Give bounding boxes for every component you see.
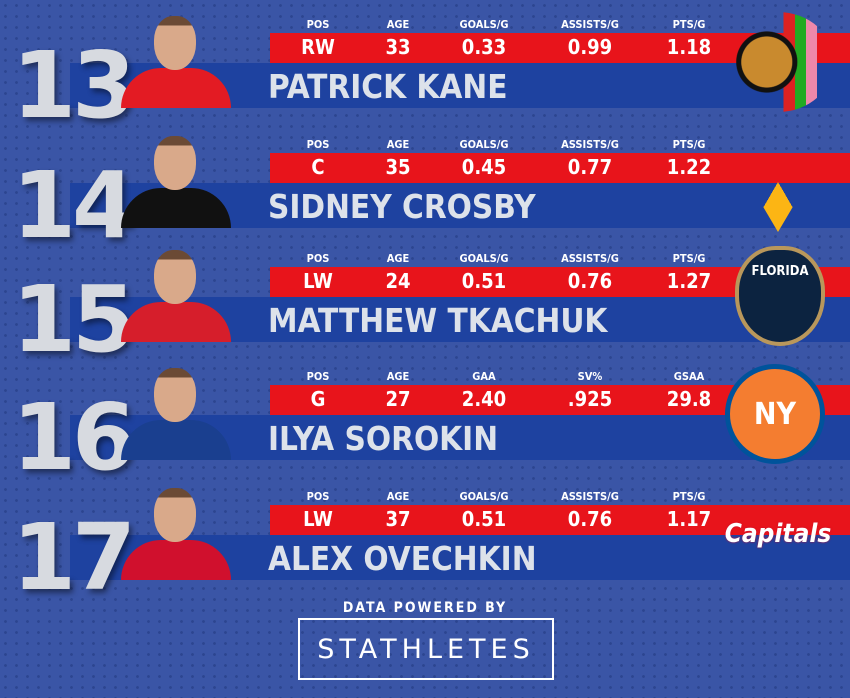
new-york-islanders-logo-icon: NY (725, 364, 825, 464)
stat-value: RW (301, 35, 335, 59)
stat-value: 0.33 (461, 35, 507, 59)
stat-header: GOALS/G (459, 138, 509, 151)
player-photo (117, 482, 235, 580)
logo-text: NY (753, 396, 797, 432)
player-row: 15 POS AGE GOALS/G ASSISTS/G PTS/G LW 24 0.51 0.… (0, 244, 850, 373)
stat-value: 1.22 (666, 155, 712, 179)
stat-header: AGE (386, 18, 410, 31)
stat-value: C (311, 155, 325, 179)
stathletes-logo: STATHLETES (298, 618, 554, 680)
stat-header: POS (306, 370, 330, 383)
stat-header: AGE (386, 370, 410, 383)
washington-capitals-logo-icon: Capitals (722, 484, 834, 584)
stat-value: 24 (385, 269, 411, 293)
stat-header: POS (306, 490, 330, 503)
player-row: 14 POS AGE GOALS/G ASSISTS/G PTS/G C 35 0.45 0.7… (0, 130, 850, 259)
florida-panthers-logo-icon: FLORIDA (735, 246, 825, 346)
stat-bar (270, 505, 850, 535)
stat-value: 0.76 (567, 507, 613, 531)
stat-value: 1.27 (666, 269, 712, 293)
stat-value: 27 (385, 387, 411, 411)
player-row: 17 POS AGE GOALS/G ASSISTS/G PTS/G LW 37 0.51 0.… (0, 482, 850, 611)
player-photo (117, 362, 235, 460)
stat-value: 0.76 (567, 269, 613, 293)
stat-value: 37 (385, 507, 411, 531)
player-name: MATTHEW TKACHUK (268, 301, 608, 340)
player-name: ILYA SOROKIN (268, 419, 499, 458)
stat-value: 1.17 (666, 507, 712, 531)
stat-header: AGE (386, 138, 410, 151)
player-photo (117, 10, 235, 108)
stat-header: POS (306, 138, 330, 151)
player-name: ALEX OVECHKIN (268, 539, 537, 578)
rank-number: 16 (12, 384, 136, 491)
stat-value: .925 (567, 387, 613, 411)
stat-value: 0.51 (461, 507, 507, 531)
stat-header: ASSISTS/G (561, 252, 619, 265)
player-name: PATRICK KANE (268, 67, 508, 106)
rank-number: 14 (12, 152, 136, 259)
chicago-blackhawks-logo-icon (722, 12, 834, 112)
stat-header: PTS/G (672, 252, 706, 265)
stat-header: POS (306, 18, 330, 31)
stat-header: PTS/G (672, 138, 706, 151)
stat-header: SV% (577, 370, 603, 383)
stat-header: AGE (386, 490, 410, 503)
stat-value: LW (303, 507, 333, 531)
stat-header: GAA (472, 370, 496, 383)
stat-value: 35 (385, 155, 411, 179)
stat-header: ASSISTS/G (561, 138, 619, 151)
stathletes-text: STATHLETES (317, 633, 535, 665)
stat-value: 0.45 (461, 155, 507, 179)
stat-header: AGE (386, 252, 410, 265)
player-row: 13 POS AGE GOALS/G ASSISTS/G PTS/G RW 33 0.33 0.… (0, 10, 850, 139)
stat-value: 2.40 (461, 387, 507, 411)
stat-value: 0.77 (567, 155, 613, 179)
stat-header: ASSISTS/G (561, 490, 619, 503)
stat-header: GOALS/G (459, 490, 509, 503)
stat-header: GOALS/G (459, 18, 509, 31)
stat-value: 0.99 (567, 35, 613, 59)
stat-header: GOALS/G (459, 252, 509, 265)
logo-text: FLORIDA (751, 264, 809, 279)
stat-value: 33 (385, 35, 411, 59)
data-powered-by-label: DATA POWERED BY (342, 600, 508, 616)
player-name: SIDNEY CROSBY (268, 187, 536, 226)
stat-header: GSAA (673, 370, 705, 383)
rank-number: 15 (12, 266, 136, 373)
stat-value: LW (303, 269, 333, 293)
player-photo (117, 244, 235, 342)
stat-header: PTS/G (672, 18, 706, 31)
logo-text: Capitals (724, 519, 832, 549)
stat-value: G (310, 387, 326, 411)
stat-header: ASSISTS/G (561, 18, 619, 31)
stat-value: 0.51 (461, 269, 507, 293)
rank-number: 13 (12, 32, 136, 139)
stat-header: PTS/G (672, 490, 706, 503)
player-row: 16 POS AGE GAA SV% GSAA G 27 2.40 .925 29.8 ILYA … (0, 362, 850, 491)
stat-header: POS (306, 252, 330, 265)
player-photo (117, 130, 235, 228)
stat-value: 1.18 (666, 35, 712, 59)
rank-number: 17 (12, 504, 136, 611)
stat-value: 29.8 (666, 387, 712, 411)
